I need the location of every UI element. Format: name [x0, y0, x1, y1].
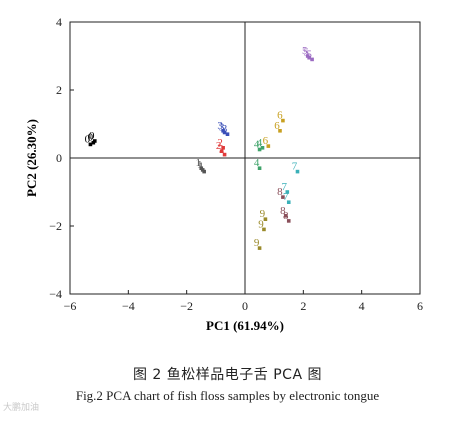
data-point-4	[260, 146, 265, 150]
data-point-7	[285, 190, 290, 194]
x-tick-label: −2	[180, 299, 193, 313]
data-point-8	[281, 195, 285, 199]
figure-caption-chinese: 图 2 鱼松样品电子舌 PCA 图	[132, 367, 322, 383]
data-point-6	[266, 144, 271, 148]
data-point-label: 1	[196, 157, 202, 169]
y-tick-label: 0	[56, 151, 62, 165]
data-point-9	[257, 246, 262, 250]
x-tick-label: −4	[122, 299, 135, 313]
y-tick-label: −2	[49, 219, 62, 233]
data-point-label: 9	[254, 237, 260, 249]
x-axis-label: PC1 (61.94%)	[206, 318, 284, 333]
data-point-label: 5	[302, 45, 308, 57]
data-point-label: 0	[88, 132, 94, 144]
data-point-9	[263, 217, 268, 221]
data-point-0	[88, 142, 93, 147]
data-point-label: 2	[217, 137, 223, 149]
data-point-4	[257, 147, 262, 152]
data-point-label: 6	[263, 135, 269, 147]
data-point-7	[295, 169, 300, 174]
data-point-2	[221, 146, 225, 150]
data-point-label: 7	[292, 161, 298, 173]
data-point-6	[281, 118, 285, 123]
data-points: 000111222333444555666777888999	[85, 45, 314, 250]
data-point-8	[286, 219, 291, 223]
data-point-3	[225, 132, 230, 136]
data-point-5	[310, 57, 314, 62]
data-point-label: 0	[85, 133, 91, 145]
data-point-label: 3	[219, 122, 225, 134]
data-point-7	[286, 200, 291, 204]
x-tick-label: 4	[359, 299, 365, 313]
x-tick-label: 0	[242, 299, 248, 313]
data-point-8	[284, 214, 288, 218]
data-point-2	[219, 149, 224, 153]
data-point-label: 7	[282, 181, 288, 193]
data-point-label: 5	[303, 47, 309, 59]
data-point-label: 0	[89, 130, 95, 142]
data-point-label: 6	[274, 120, 280, 132]
data-point-label: 8	[280, 205, 286, 217]
data-point-label: 9	[260, 208, 266, 220]
x-tick-label: 2	[300, 299, 306, 313]
data-point-9	[262, 227, 266, 232]
data-point-label: 3	[217, 120, 223, 132]
data-point-3	[221, 129, 225, 133]
data-point-4	[257, 166, 262, 170]
data-point-6	[278, 129, 282, 133]
data-point-label: 8	[277, 186, 283, 198]
x-tick-label: 6	[417, 299, 423, 313]
data-point-label: 2	[216, 140, 222, 152]
data-point-1	[200, 168, 205, 172]
data-point-label: 1	[197, 159, 203, 171]
data-point-label: 6	[277, 110, 283, 122]
data-point-label: 1	[198, 161, 204, 173]
y-axis-label: PC2 (26.30%)	[24, 119, 39, 197]
x-tick-label: −6	[64, 299, 77, 313]
data-point-label: 9	[258, 218, 264, 230]
data-point-2	[222, 152, 227, 157]
y-tick-label: 4	[56, 15, 62, 29]
data-point-5	[305, 54, 310, 58]
figure-caption-english: Fig.2 PCA chart of fish floss samples by…	[75, 388, 380, 403]
data-point-label: 4	[254, 139, 260, 151]
y-tick-label: −4	[49, 287, 62, 301]
data-point-label: 4	[254, 157, 260, 169]
watermark: 大鹏加油	[3, 403, 40, 413]
y-tick-label: 2	[56, 83, 62, 97]
data-point-0	[92, 139, 97, 143]
data-point-label: 7	[283, 191, 289, 203]
data-point-label: 4	[257, 137, 263, 149]
